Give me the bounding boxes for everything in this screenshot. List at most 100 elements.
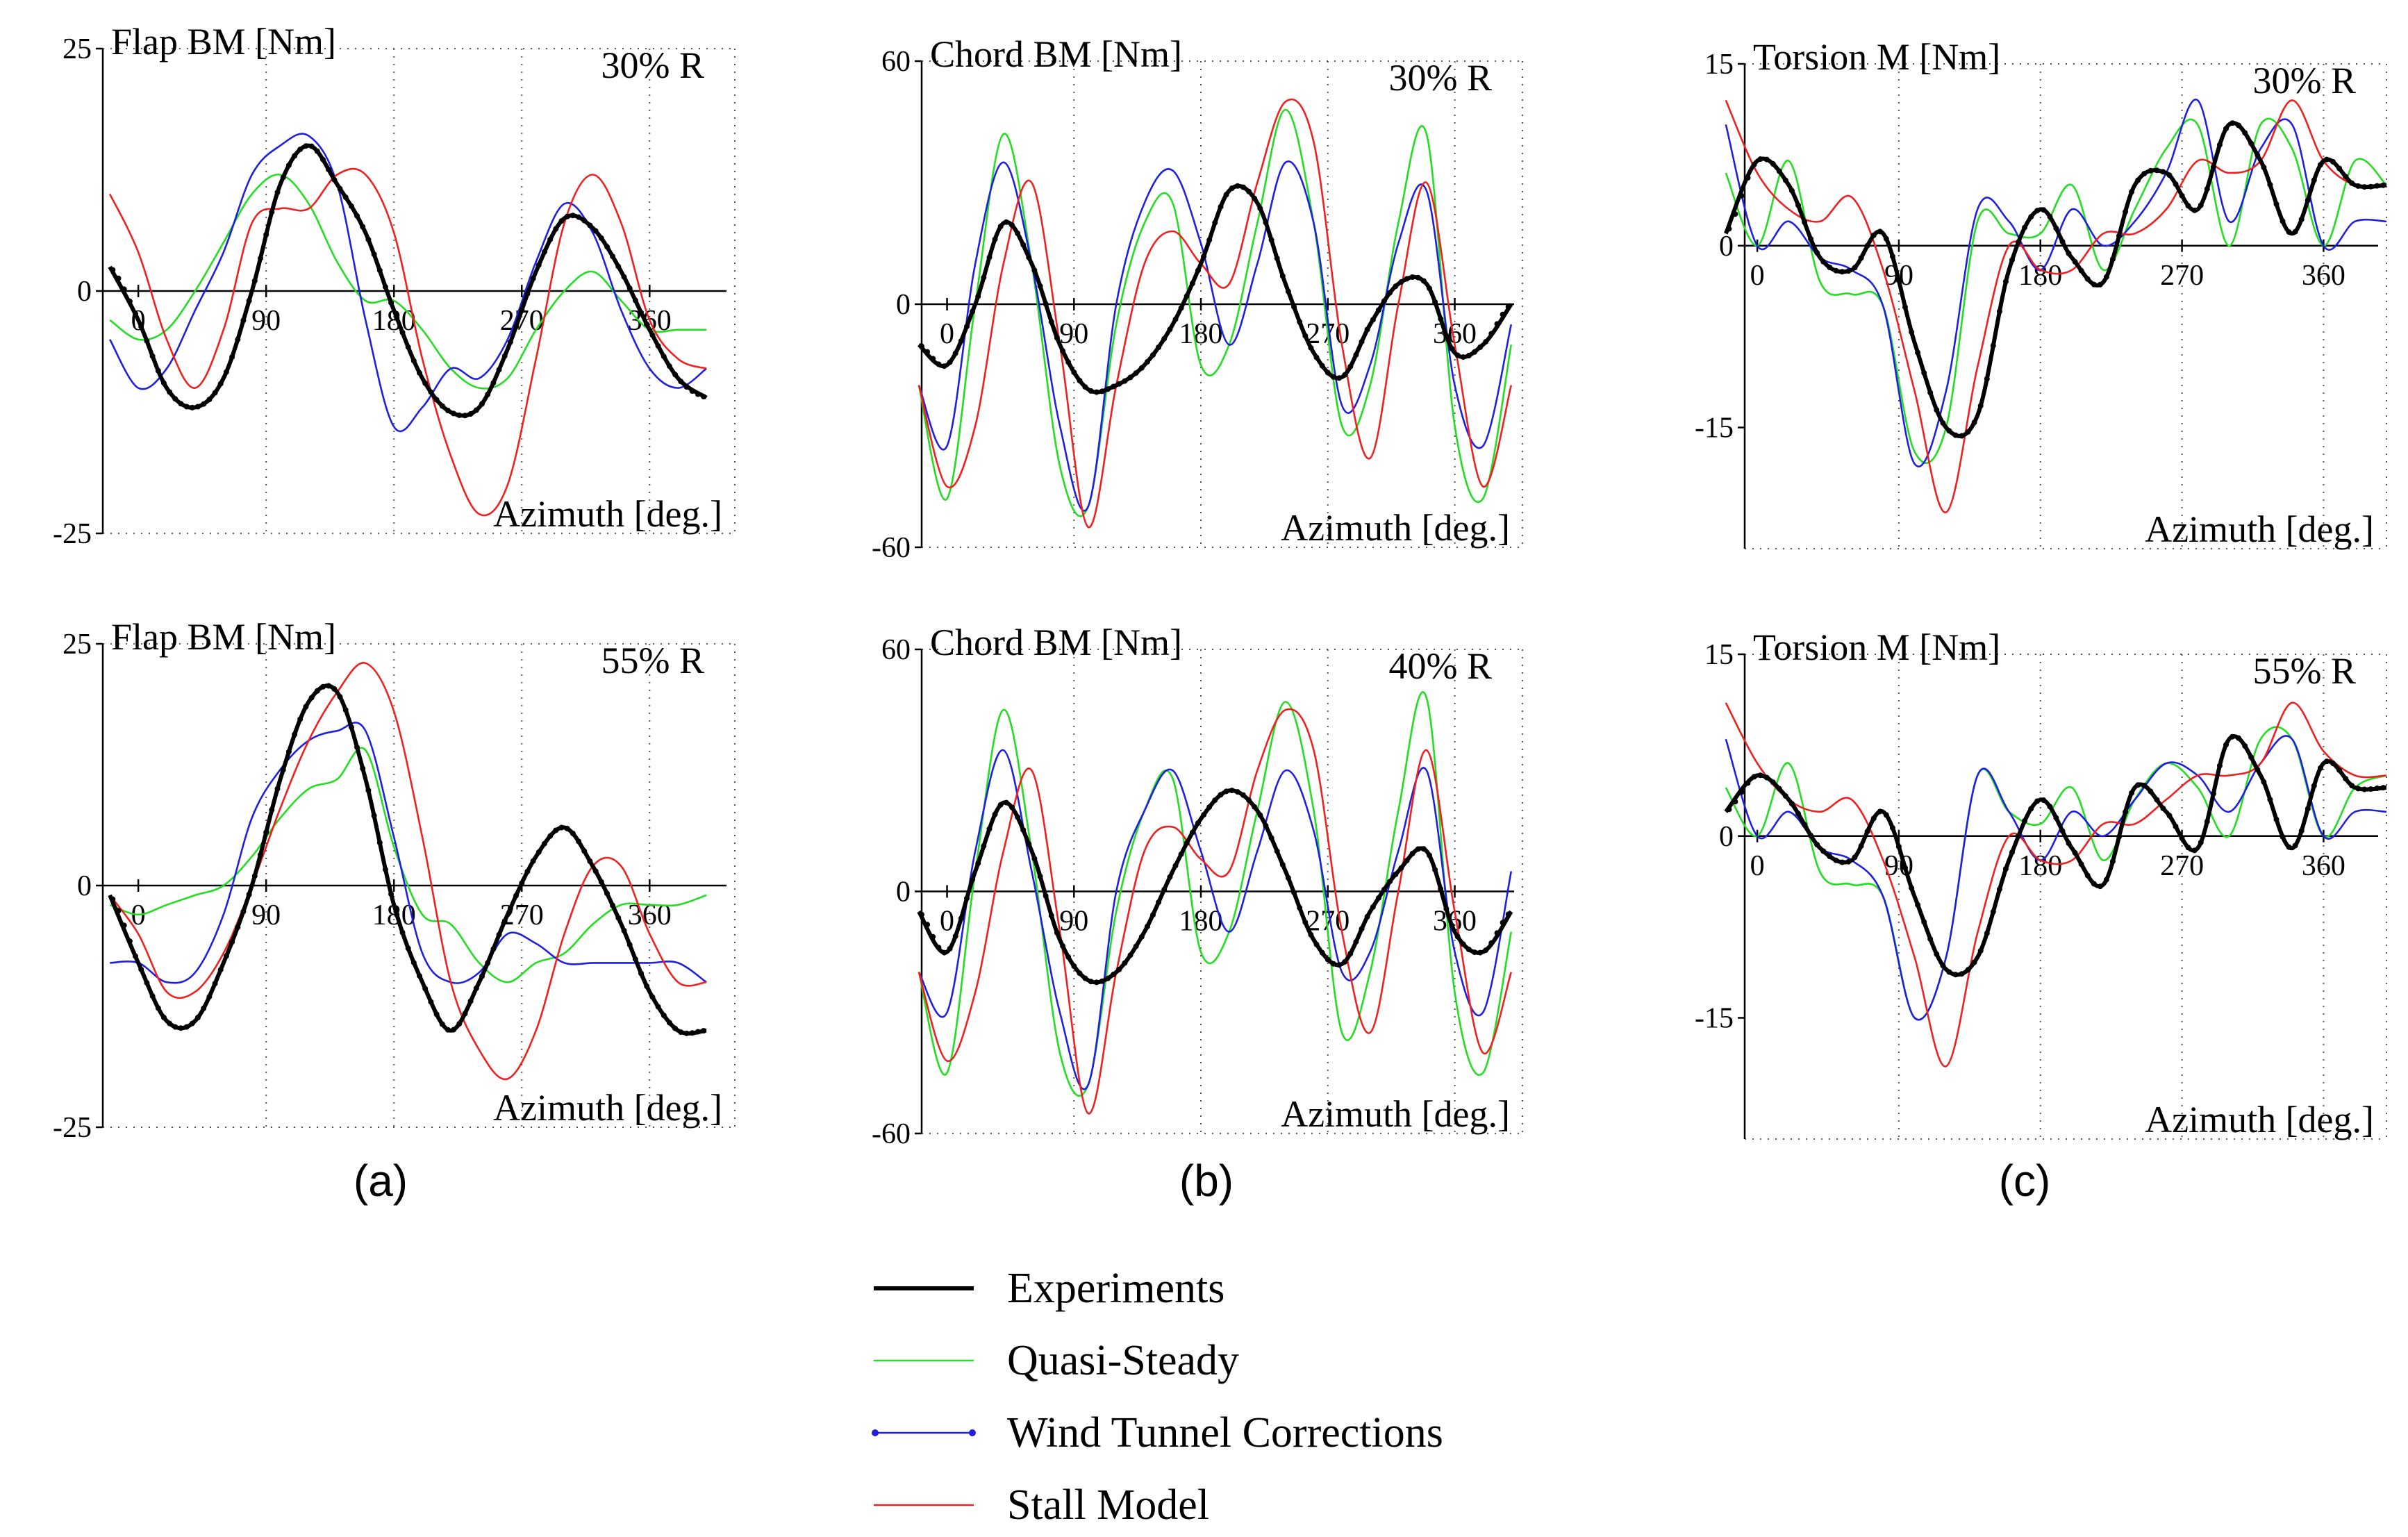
y-tick-label: 15 [1704,49,1734,81]
experiment-marker [172,396,178,402]
experiment-marker [501,918,508,924]
chart-title: Torsion M [Nm] [1753,626,2000,668]
y-tick-label: 25 [63,33,92,65]
experiment-marker [405,945,411,952]
legend-marker [872,1429,879,1436]
experiment-marker [331,176,338,183]
experiment-marker [314,688,320,694]
experiment-marker [1359,339,1365,345]
experiment-marker [297,147,304,153]
experiment-marker [1776,786,1782,792]
experiment-marker [1037,283,1043,289]
experiment-marker [1099,978,1105,984]
experiment-marker [604,244,610,250]
experiment-marker [1909,329,1915,335]
x-tick-label: 270 [2160,260,2204,292]
experiment-marker [1246,797,1252,804]
experiment-marker [320,156,326,163]
experiment-marker [496,367,502,373]
experiment-marker [2223,742,2229,748]
experiment-marker [1415,846,1421,852]
experiment-marker [924,349,931,355]
experiment-marker [1864,829,1870,835]
experiment-marker [1240,184,1246,190]
experiment-marker [1325,369,1331,376]
experiment-marker [604,890,610,897]
experiment-marker [178,401,184,407]
experiment-marker [246,892,252,897]
series-line-wind-tunnel-corrections [917,749,1513,1090]
experiment-marker [683,384,690,390]
experiment-marker [149,353,156,359]
experiment-marker [1460,354,1466,360]
experiment-marker [2148,167,2154,174]
station-label: 30% R [1389,57,1493,99]
experiment-marker [2084,276,2091,282]
experiment-marker [1795,202,1801,208]
experiment-marker [1009,804,1015,811]
experiment-marker [1990,342,1996,349]
experiment-marker [2230,733,2236,740]
experiment-marker [2103,274,2109,280]
experiment-marker [115,908,122,914]
experiment-marker [1257,812,1263,818]
experiment-marker [2166,813,2173,819]
experiment-marker [263,829,269,836]
experiment-marker [1852,265,1858,271]
experiment-marker [1071,369,1077,376]
experiment-marker [1770,161,1776,167]
experiment-marker [229,939,235,945]
experiment-marker [399,329,406,335]
y-tick-label: 15 [1704,639,1734,671]
experiment-marker [655,1004,661,1010]
experiment-marker [919,343,924,349]
panel-label: (a) [354,1156,408,1206]
experiment-marker [1494,930,1500,936]
experiment-marker [2191,207,2198,213]
experiment-marker [1726,806,1732,813]
y-tick-label: 0 [1719,231,1734,263]
experiment-marker [167,389,173,395]
experiment-marker [1020,242,1027,248]
experiment-marker [1218,203,1224,210]
experiment-marker [1201,812,1207,818]
experiment-marker [655,343,661,349]
experiment-marker [1268,835,1274,841]
experiment-marker [2041,207,2047,213]
experiment-marker [1189,829,1195,836]
experiment-marker [1934,407,1940,413]
experiment-marker [1465,947,1472,952]
experiment-marker [1427,285,1432,292]
experiment-marker [1381,886,1387,892]
experiment-marker [1370,904,1376,910]
experiment-marker [189,1020,195,1027]
chart-title: Flap BM [Nm] [111,616,336,658]
experiment-marker [1082,975,1088,981]
experiment-marker [1308,931,1314,938]
experiment-marker [1505,304,1511,310]
experiment-marker [1342,372,1348,378]
experiment-marker [626,942,633,948]
experiment-marker [342,194,349,200]
experiment-marker [1883,812,1889,818]
experiment-marker [1770,779,1776,786]
experiment-marker [331,686,338,692]
experiment-marker [2059,238,2066,244]
experiment-marker [1150,352,1156,358]
experiment-marker [292,153,298,159]
experiment-marker [451,410,457,417]
x-tick-label: 180 [2018,260,2062,292]
experiment-marker [1398,279,1404,285]
experiment-marker [1178,305,1184,311]
experiment-marker [2166,172,2173,178]
experiment-marker [1031,856,1038,862]
experiment-marker [462,1011,468,1017]
experiment-marker [1808,833,1814,838]
experiment-marker [1833,267,1839,274]
experiment-marker [1189,281,1195,287]
series-line-quasi-steady [1725,726,2387,1021]
experiment-marker [1122,960,1128,966]
experiment-marker [1927,936,1934,942]
y-tick-label: -25 [53,518,92,550]
